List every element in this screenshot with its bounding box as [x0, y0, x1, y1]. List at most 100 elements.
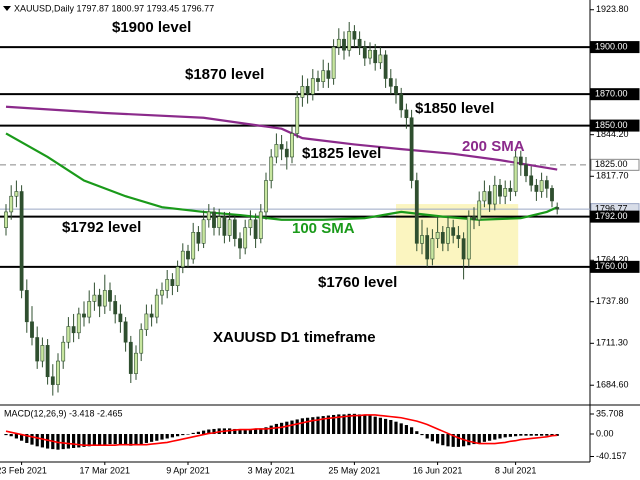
macd-bar [144, 434, 148, 443]
candle-body [466, 216, 471, 260]
candle-body [316, 78, 320, 82]
macd-bar [202, 430, 206, 434]
macd-bar [467, 434, 471, 446]
candle-body [326, 70, 331, 79]
macd-bar [4, 434, 8, 436]
macd-bar [451, 434, 455, 447]
macd-bar [290, 420, 294, 434]
macd-bar [92, 434, 96, 446]
candle-body [30, 321, 34, 338]
macd-bar [155, 434, 159, 441]
candle-body [550, 188, 554, 202]
macd-bar [337, 414, 341, 434]
candle-body [336, 38, 341, 48]
macd-bar [40, 434, 44, 448]
macd-bar [113, 434, 117, 445]
y-tick-label: 1844.20 [596, 129, 629, 139]
x-tick-label: 9 Apr 2021 [166, 465, 210, 475]
macd-bar [519, 434, 523, 436]
annotation: $1900 level [112, 19, 191, 36]
candle-body [175, 266, 180, 286]
candle-body [321, 70, 326, 82]
candle-body [472, 216, 476, 221]
candle-body [118, 313, 123, 323]
macd-bar [477, 434, 481, 443]
candle-body [539, 180, 544, 192]
macd-bar [410, 427, 414, 434]
candle-body [71, 326, 76, 334]
candle-body [35, 337, 40, 362]
macd-bar [129, 434, 133, 446]
price-level-box [590, 88, 640, 101]
candle-body [414, 180, 419, 244]
macd-bar [545, 434, 549, 436]
macd-bar [508, 434, 512, 437]
annotation: $1850 level [415, 100, 494, 117]
macd-bar [498, 434, 502, 439]
x-tick-label: 8 Jul 2021 [495, 465, 537, 475]
macd-bar [456, 434, 460, 447]
macd-bar [363, 414, 367, 434]
x-tick-label: 16 Jun 2021 [413, 465, 463, 475]
macd-bar [300, 418, 304, 434]
candle-body [50, 376, 55, 385]
y-tick-label: 1737.80 [596, 296, 629, 306]
macd-bar [254, 428, 258, 434]
macd-bar [181, 434, 185, 436]
candle-body [222, 216, 227, 236]
candle-body [331, 46, 336, 79]
candle-body [295, 97, 300, 134]
macd-bar [87, 434, 91, 447]
price-level-box [590, 41, 640, 54]
candle-body [279, 144, 284, 150]
candle-body [404, 109, 409, 119]
macd-bar [248, 428, 252, 434]
candle-body [248, 219, 253, 228]
candle-body [446, 227, 450, 244]
candle-body [357, 38, 362, 48]
macd-bar [212, 428, 216, 434]
macd-bar [311, 417, 315, 434]
macd-bar [82, 434, 86, 447]
price-level-label: 1796.77 [595, 204, 628, 214]
macd-bar [103, 434, 107, 445]
candle-body [456, 235, 461, 239]
candle-body [9, 195, 14, 213]
price-level-box [590, 119, 640, 132]
y-tick-label: 1817.70 [596, 171, 629, 181]
candle-body [518, 156, 523, 166]
macd-bar [196, 431, 200, 434]
price-level-label: 1900.00 [595, 41, 628, 51]
macd-bar [20, 434, 24, 441]
macd-bar [399, 423, 403, 434]
annotation: 200 SMA [462, 138, 525, 155]
macd-bar [555, 434, 559, 436]
candle-body [284, 148, 289, 158]
candle-body [430, 238, 435, 260]
candle-body [56, 360, 60, 385]
macd-bar [394, 421, 398, 434]
macd-bar [259, 428, 263, 434]
candle-body [498, 184, 502, 197]
price-level-label: 1792.00 [595, 211, 628, 221]
macd-bar [46, 434, 50, 449]
candle-body [108, 290, 112, 302]
macd-bar [446, 434, 450, 447]
macd-bar [280, 422, 284, 434]
macd-bar [306, 417, 310, 434]
macd-bar [368, 415, 372, 434]
macd-bar [493, 434, 497, 440]
annotation: $1792 level [62, 219, 141, 236]
price-level-label: 1825.00 [595, 159, 628, 169]
macd-bar [269, 425, 273, 434]
macd-bar [436, 434, 440, 444]
candle-body [45, 345, 50, 378]
macd-bar [160, 434, 164, 440]
candle-body [92, 294, 97, 302]
candle-body [544, 180, 549, 189]
candle-body [227, 219, 232, 236]
annotation: 100 SMA [292, 220, 355, 237]
candle-body [40, 345, 45, 362]
annotation: $1760 level [318, 274, 397, 291]
